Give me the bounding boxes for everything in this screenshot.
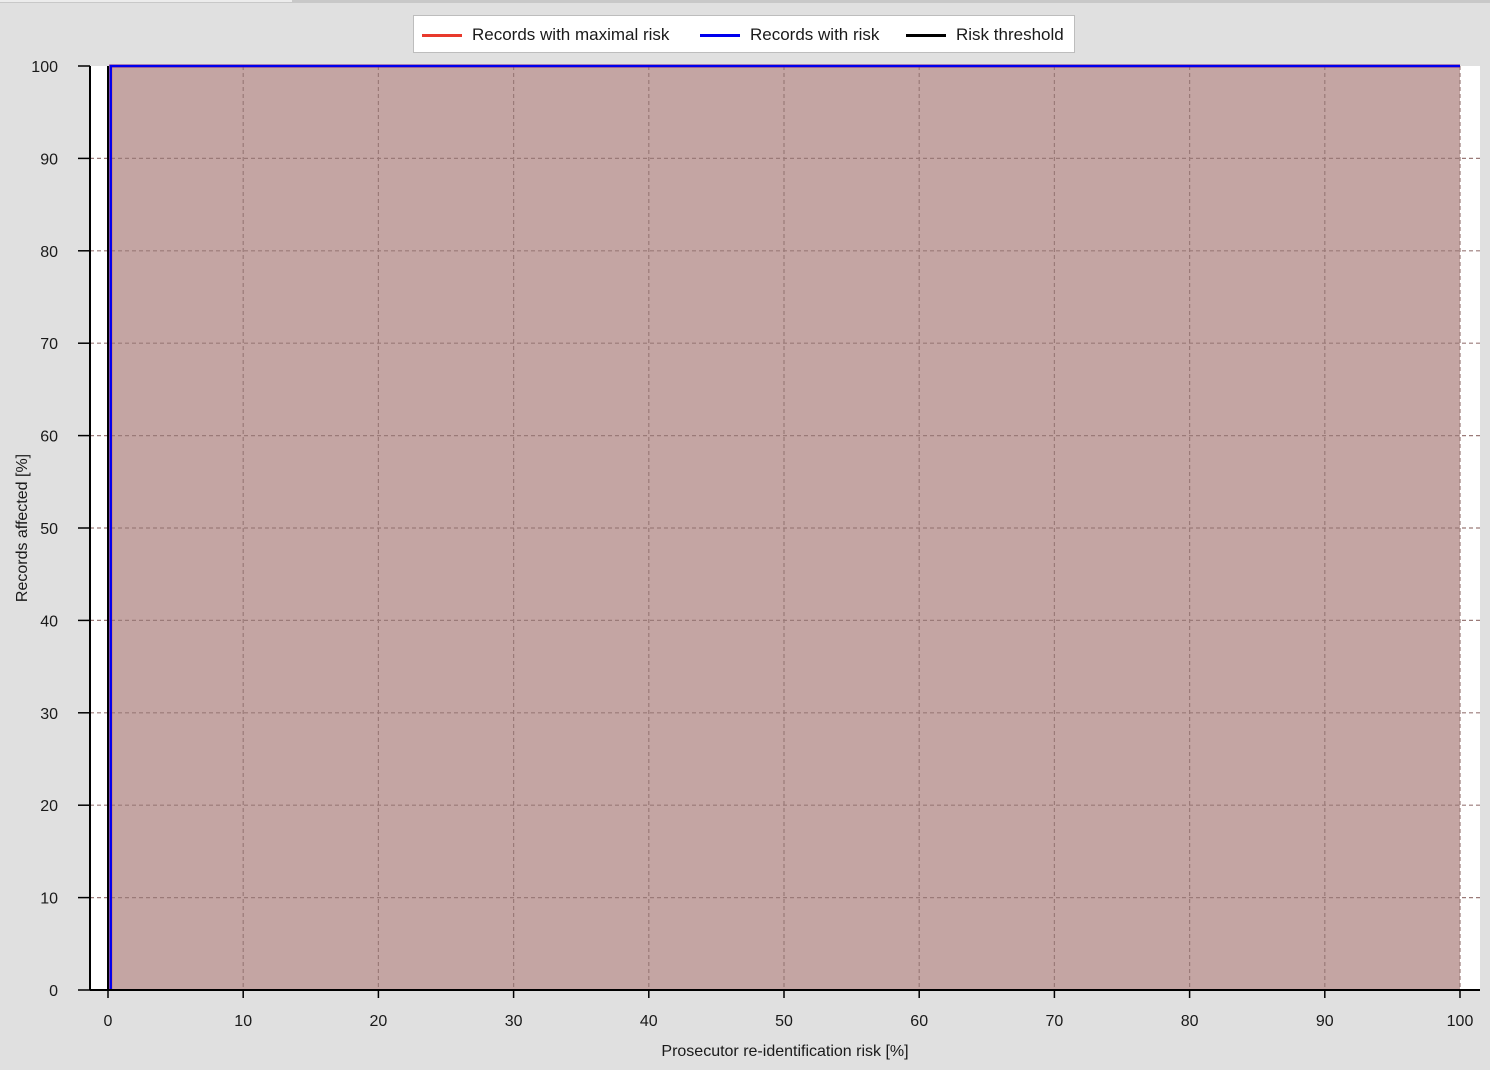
y-tick-label-50: 50 — [40, 521, 58, 538]
legend-swatch-threshold — [906, 33, 946, 37]
x-tick-label-50: 50 — [775, 1013, 793, 1030]
x-axis-title: Prosecutor re-identification risk [%] — [661, 1043, 908, 1060]
x-tick-label-10: 10 — [234, 1013, 252, 1030]
y-tick-label-10: 10 — [40, 891, 58, 908]
tick-layer: 0 10 20 30 40 50 60 70 80 90 100 0 10 20 30 40 50 60 70 80 9… — [31, 59, 1473, 1030]
legend-label-risk: Records with risk — [750, 25, 880, 44]
legend-swatch-risk — [700, 33, 740, 37]
y-tick-label-40: 40 — [40, 613, 58, 630]
y-tick-label-0: 0 — [49, 983, 58, 1000]
x-tick-label-40: 40 — [640, 1013, 658, 1030]
y-tick-label-80: 80 — [40, 244, 58, 261]
legend-item-maximal-risk[interactable]: Records with maximal risk — [422, 16, 669, 54]
legend-label-maximal-risk: Records with maximal risk — [472, 25, 670, 44]
series-line-1 — [109, 64, 1460, 990]
y-tick-label-20: 20 — [40, 798, 58, 815]
y-axis-title: Records affected [%] — [14, 454, 31, 602]
y-tick-label-60: 60 — [40, 429, 58, 446]
y-tick-label-90: 90 — [40, 151, 58, 168]
y-tick-label-70: 70 — [40, 336, 58, 353]
legend-item-risk[interactable]: Records with risk — [700, 16, 879, 54]
y-tick-label-100: 100 — [31, 59, 58, 76]
legend-item-threshold[interactable]: Risk threshold — [906, 16, 1064, 54]
x-tick-label-0: 0 — [104, 1013, 113, 1030]
chart-legend: Records with maximal risk Records with r… — [413, 15, 1075, 53]
x-tick-label-90: 90 — [1316, 1013, 1334, 1030]
x-tick-label-100: 100 — [1447, 1013, 1474, 1030]
x-tick-label-80: 80 — [1181, 1013, 1199, 1030]
grid-layer — [90, 66, 1480, 990]
y-tick-label-30: 30 — [40, 706, 58, 723]
legend-label-threshold: Risk threshold — [956, 25, 1064, 44]
top-strip — [0, 0, 1490, 3]
x-tick-label-30: 30 — [505, 1013, 523, 1030]
top-strip-tab — [0, 0, 292, 2]
x-tick-label-60: 60 — [910, 1013, 928, 1030]
series-layer — [107, 64, 1460, 990]
x-tick-label-20: 20 — [370, 1013, 388, 1030]
legend-swatch-maximal-risk — [422, 33, 462, 37]
x-tick-label-70: 70 — [1046, 1013, 1064, 1030]
